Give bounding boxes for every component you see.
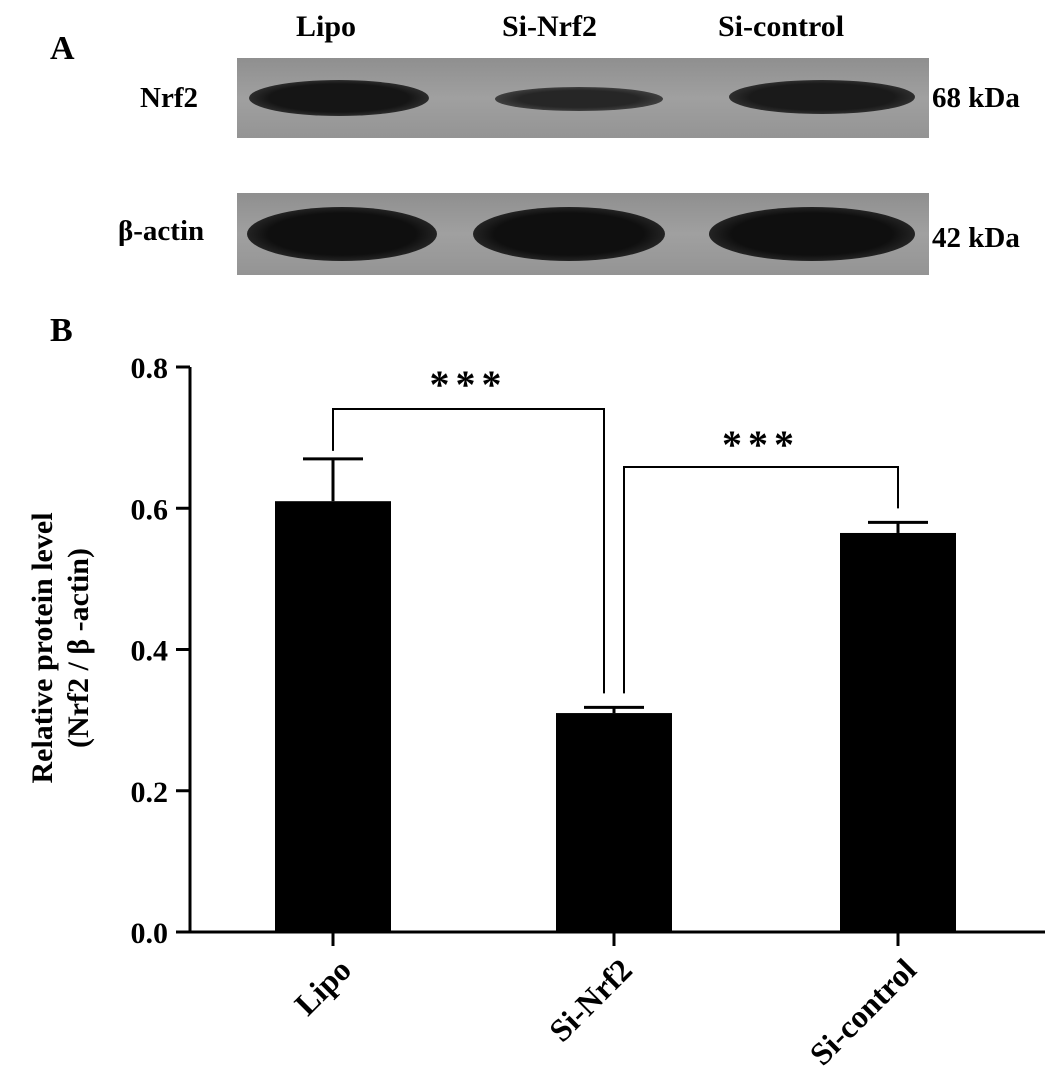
x-tick-label-0: Lipo <box>287 951 358 1022</box>
significance-label-0: *** <box>430 362 508 407</box>
y-axis-title-line2: (Nrf2 / β -actin) <box>62 548 95 748</box>
blot-kda-label-beta-actin: 42 kDa <box>932 222 1020 254</box>
y-tick-label-1: 0.2 <box>131 776 169 809</box>
lane-label-si-control: Si-control <box>718 10 845 43</box>
panel-a-letter: A <box>50 30 75 67</box>
band-nrf2-si-nrf2 <box>495 87 663 111</box>
lane-label-si-nrf2: Si-Nrf2 <box>502 10 597 43</box>
bar-1 <box>556 713 672 932</box>
lane-label-lipo: Lipo <box>296 10 357 43</box>
band-nrf2-lipo <box>249 80 429 116</box>
significance-bracket-1 <box>623 466 899 694</box>
band-beta-actin-lipo <box>247 207 437 261</box>
significance-bracket-0 <box>332 408 605 694</box>
y-tick-label-4: 0.8 <box>131 352 169 385</box>
bar-0 <box>275 501 391 932</box>
y-axis-title-line1: Relative protein level <box>26 512 59 783</box>
y-axis-title: Relative protein level (Nrf2 / β -actin) <box>26 512 95 783</box>
blot-strip-nrf2 <box>237 58 929 138</box>
blot-row-label-beta-actin: β-actin <box>118 215 205 247</box>
blot-row-label-nrf2: Nrf2 <box>140 82 198 114</box>
panel-b-letter: B <box>50 312 73 349</box>
band-beta-actin-si-nrf2 <box>473 207 665 261</box>
blot-strip-beta-actin <box>237 193 929 275</box>
significance-label-1: *** <box>722 422 800 467</box>
y-tick-label-0: 0.0 <box>131 917 169 950</box>
band-beta-actin-si-control <box>709 207 915 261</box>
blot-kda-label-nrf2: 68 kDa <box>932 82 1020 114</box>
band-nrf2-si-control <box>729 80 915 114</box>
y-tick-label-2: 0.4 <box>131 635 169 668</box>
y-tick-label-3: 0.6 <box>131 493 169 526</box>
bar-2 <box>840 532 956 932</box>
x-tick-label-1: Si-Nrf2 <box>542 951 639 1048</box>
x-tick-label-2: Si-control <box>802 951 923 1072</box>
